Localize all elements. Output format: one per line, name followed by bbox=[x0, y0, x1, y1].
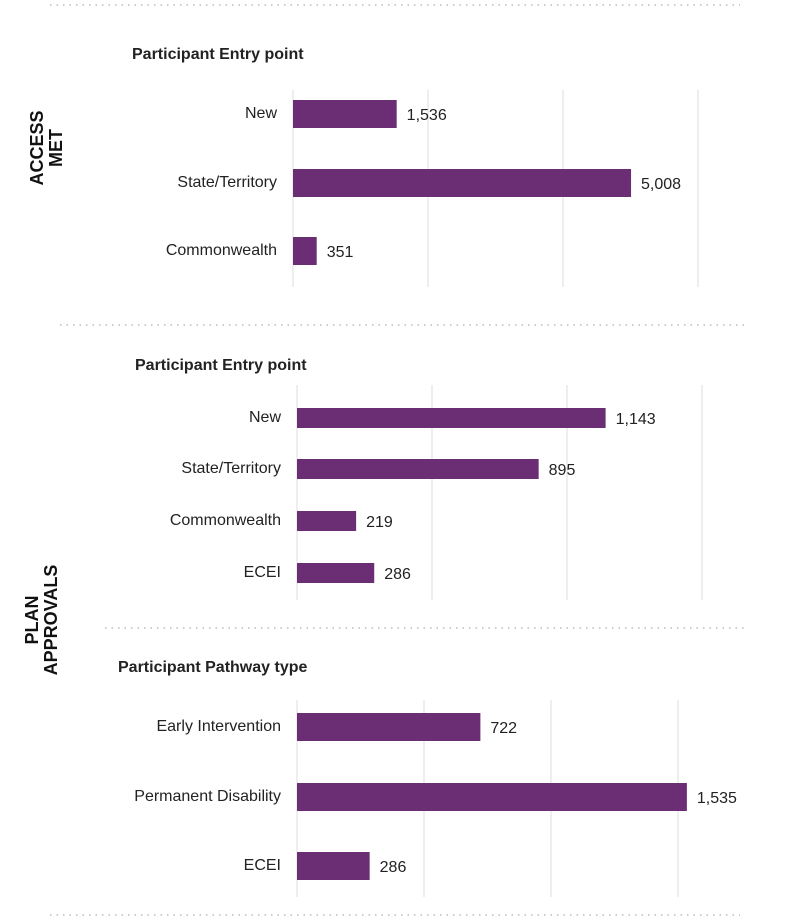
bar bbox=[297, 511, 357, 531]
chart-title: Participant Entry point bbox=[132, 46, 304, 63]
category-label: New bbox=[249, 409, 281, 426]
category-label: Commonwealth bbox=[166, 242, 277, 259]
value-label: 219 bbox=[366, 514, 393, 531]
section-label-box: ACCESS MET bbox=[28, 110, 66, 186]
section-label-group: ACCESS MET bbox=[28, 110, 66, 186]
bar bbox=[293, 169, 632, 197]
chart-title: Participant Entry point bbox=[135, 357, 307, 374]
bar bbox=[293, 237, 317, 265]
bar bbox=[297, 783, 687, 811]
category-label: Early Intervention bbox=[156, 718, 281, 735]
bar bbox=[297, 459, 539, 479]
category-label: Permanent Disability bbox=[134, 788, 281, 805]
value-label: 895 bbox=[549, 462, 576, 479]
value-label: 286 bbox=[384, 566, 411, 583]
category-label: ECEI bbox=[244, 857, 281, 874]
value-label: 1,143 bbox=[616, 411, 656, 428]
value-label: 1,536 bbox=[407, 107, 447, 124]
value-label: 351 bbox=[327, 244, 354, 261]
section-label: PLAN APPROVALS bbox=[23, 564, 61, 676]
bar bbox=[293, 100, 397, 128]
section-label-group: PLAN APPROVALS bbox=[23, 564, 61, 676]
section-label-box: PLAN APPROVALS bbox=[23, 564, 61, 676]
bar bbox=[297, 713, 481, 741]
bar bbox=[297, 852, 370, 880]
value-label: 286 bbox=[380, 859, 407, 876]
chart-title: Participant Pathway type bbox=[118, 659, 307, 676]
bar bbox=[297, 408, 606, 428]
section-label: ACCESS MET bbox=[28, 110, 66, 186]
category-label: New bbox=[245, 105, 277, 122]
category-label: ECEI bbox=[244, 564, 281, 581]
value-label: 722 bbox=[490, 720, 517, 737]
category-label: State/Territory bbox=[181, 460, 281, 477]
value-label: 5,008 bbox=[641, 176, 681, 193]
category-label: Commonwealth bbox=[170, 512, 281, 529]
category-label: State/Territory bbox=[177, 174, 277, 191]
bar bbox=[297, 563, 375, 583]
value-label: 1,535 bbox=[697, 790, 737, 807]
